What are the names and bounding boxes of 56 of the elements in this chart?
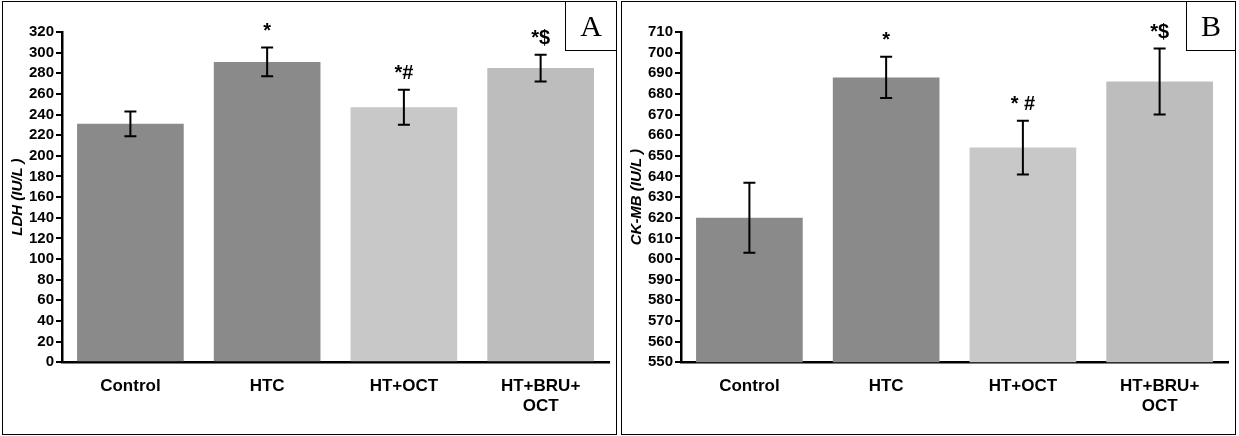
x-tick-label: HT+OCT: [369, 376, 439, 396]
y-tick-label: 300: [29, 42, 55, 60]
y-tick-label: 80: [37, 269, 55, 287]
y-tick-label: 240: [29, 104, 55, 122]
y-tick-label: 600: [648, 249, 674, 267]
y-tick-label: 580: [648, 290, 674, 308]
bar: [77, 123, 184, 362]
y-axis-title: CK-MB (IU/L ): [627, 148, 645, 246]
y-tick-label: 550: [648, 352, 674, 370]
x-tick-label: HT+OCT: [988, 376, 1058, 396]
y-tick-label: 570: [648, 311, 674, 329]
y-tick-label: 690: [648, 63, 674, 81]
y-tick-label: 160: [29, 187, 55, 205]
y-tick-label: 120: [29, 228, 55, 246]
y-tick-label: 610: [648, 228, 674, 246]
annotation: *$: [1150, 20, 1170, 43]
y-tick-label: 640: [648, 166, 674, 184]
bar: [487, 68, 594, 362]
y-tick-label: 630: [648, 187, 674, 205]
chart-title: A: [565, 2, 616, 51]
y-tick-label: 700: [648, 42, 674, 60]
x-tick-label: HTC: [868, 376, 904, 396]
y-tick-label: 100: [29, 249, 55, 267]
x-tick-label: HT+BRU+OCT: [500, 376, 581, 416]
y-tick-label: 560: [648, 331, 674, 349]
y-tick-label: 140: [29, 207, 55, 225]
bar: [213, 61, 321, 362]
annotation: * #: [1010, 92, 1036, 115]
y-tick-label: 40: [37, 311, 55, 329]
y-tick-label: 320: [29, 22, 55, 40]
chart-title: B: [1185, 2, 1235, 51]
y-tick-label: 590: [648, 269, 674, 287]
y-tick-label: 660: [648, 125, 674, 143]
y-tick-label: 180: [29, 166, 55, 184]
y-tick-label: 650: [648, 145, 674, 163]
annotation: *: [263, 18, 272, 41]
annotation: *$: [531, 26, 551, 49]
y-tick-label: 220: [29, 125, 55, 143]
y-tick-label: 710: [648, 22, 674, 40]
y-tick-label: 670: [648, 104, 674, 122]
y-tick-label: 620: [648, 207, 674, 225]
x-tick-label: Control: [719, 376, 780, 396]
x-tick-label: HT+BRU+OCT: [1119, 376, 1200, 416]
annotation: *: [882, 28, 891, 51]
annotation: *#: [394, 61, 414, 84]
bar: [350, 107, 458, 362]
x-tick-label: Control: [100, 376, 161, 396]
y-tick-label: 200: [29, 145, 55, 163]
y-tick-label: 60: [37, 290, 55, 308]
y-tick-label: 20: [37, 331, 55, 349]
y-tick-label: 260: [29, 84, 55, 102]
y-tick-label: 680: [648, 84, 674, 102]
x-tick-label: HTC: [249, 376, 285, 396]
y-axis-title: LDH (IU/L ): [8, 158, 26, 236]
y-tick-label: 0: [45, 352, 55, 370]
y-tick-label: 280: [29, 63, 55, 81]
